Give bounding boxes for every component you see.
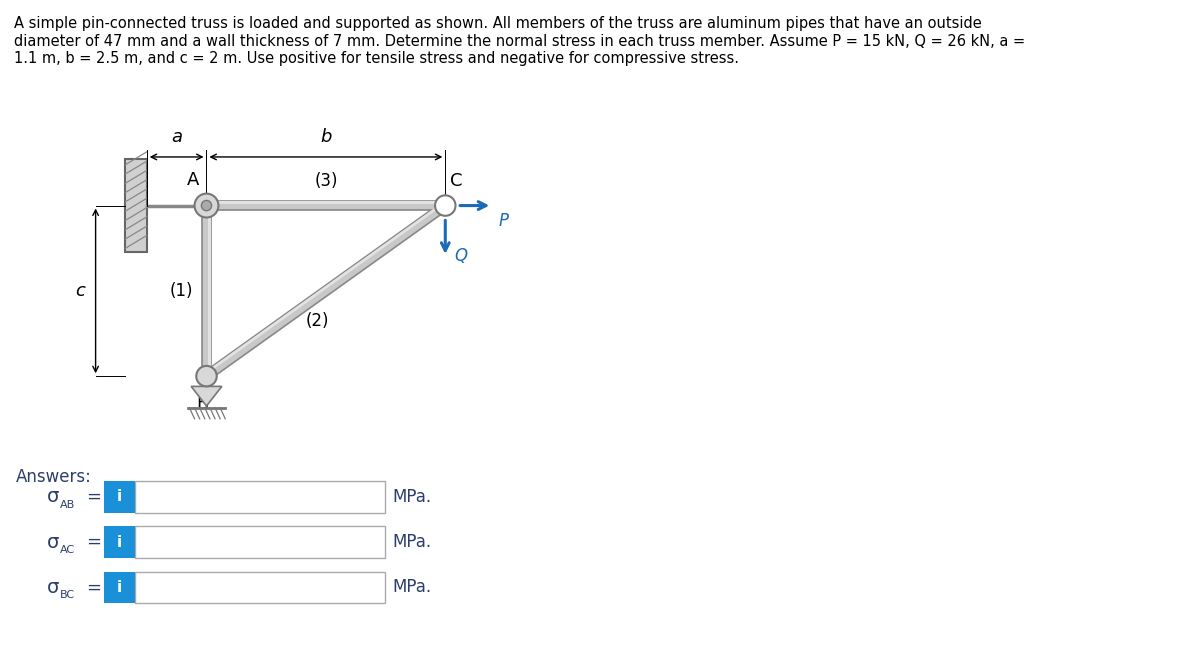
Text: MPa.: MPa. bbox=[392, 488, 432, 506]
Text: i: i bbox=[118, 534, 122, 549]
Text: a: a bbox=[172, 128, 182, 146]
Polygon shape bbox=[206, 201, 445, 204]
Text: σ: σ bbox=[47, 487, 59, 507]
Text: A: A bbox=[187, 171, 199, 188]
Text: (2): (2) bbox=[306, 313, 329, 330]
FancyBboxPatch shape bbox=[136, 527, 385, 558]
Text: σ: σ bbox=[47, 532, 59, 552]
Polygon shape bbox=[204, 202, 444, 375]
Text: c: c bbox=[76, 282, 85, 300]
Text: B: B bbox=[196, 395, 209, 413]
Text: i: i bbox=[118, 489, 122, 504]
Bar bbox=[126, 159, 146, 252]
Text: =: = bbox=[86, 488, 101, 506]
Circle shape bbox=[194, 193, 218, 217]
Polygon shape bbox=[208, 206, 211, 376]
Text: AC: AC bbox=[60, 545, 74, 555]
Text: Q: Q bbox=[454, 247, 467, 265]
Text: AB: AB bbox=[60, 499, 74, 510]
Text: i: i bbox=[118, 580, 122, 595]
Polygon shape bbox=[202, 206, 211, 376]
Circle shape bbox=[436, 195, 456, 216]
Text: b: b bbox=[320, 128, 331, 146]
FancyBboxPatch shape bbox=[104, 481, 136, 512]
Text: =: = bbox=[86, 578, 101, 597]
Text: MPa.: MPa. bbox=[392, 533, 432, 551]
Polygon shape bbox=[206, 201, 445, 210]
FancyBboxPatch shape bbox=[136, 481, 385, 512]
Text: (3): (3) bbox=[314, 172, 337, 190]
FancyBboxPatch shape bbox=[136, 572, 385, 603]
Circle shape bbox=[197, 366, 217, 386]
Text: P: P bbox=[498, 212, 508, 230]
FancyBboxPatch shape bbox=[104, 572, 136, 603]
Text: MPa.: MPa. bbox=[392, 578, 432, 597]
Text: (1): (1) bbox=[169, 282, 193, 300]
Text: Answers:: Answers: bbox=[16, 468, 91, 487]
Text: =: = bbox=[86, 533, 101, 551]
Text: C: C bbox=[450, 172, 462, 190]
Text: BC: BC bbox=[60, 590, 74, 600]
Text: A simple pin-connected truss is loaded and supported as shown. All members of th: A simple pin-connected truss is loaded a… bbox=[14, 16, 1026, 66]
Text: σ: σ bbox=[47, 578, 59, 597]
Polygon shape bbox=[191, 386, 222, 406]
Polygon shape bbox=[204, 202, 448, 380]
FancyBboxPatch shape bbox=[104, 527, 136, 558]
Circle shape bbox=[202, 201, 211, 211]
